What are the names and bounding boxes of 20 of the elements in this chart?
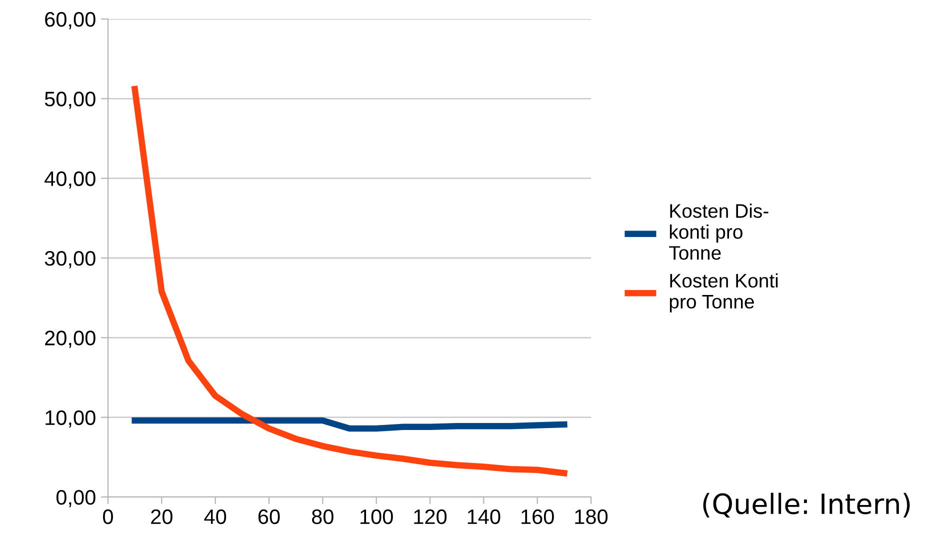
- y-tick-label: 60,00: [45, 12, 96, 30]
- x-tick-label: 0: [103, 509, 113, 524]
- x-tick-label: 60: [258, 509, 280, 524]
- x-tick-label: 20: [151, 509, 172, 524]
- y-tick-label: 50,00: [44, 92, 96, 109]
- y-tick-label: 10,00: [46, 410, 96, 428]
- legend-label: Kosten Konti pro Tonne: [670, 273, 778, 312]
- y-tick-label: 40,00: [44, 171, 96, 189]
- legend-label: Kosten Dis- konti pro Tonne: [669, 204, 768, 260]
- x-tick-label: 80: [312, 509, 334, 524]
- x-tick-label: 100: [360, 509, 393, 524]
- x-tick-label: 140: [468, 509, 500, 524]
- x-tick-label: 40: [204, 509, 226, 524]
- y-tick-label: 20,00: [45, 330, 96, 348]
- y-tick-label: 30,00: [44, 251, 96, 268]
- x-tick-label: 120: [414, 509, 447, 524]
- x-tick-label: 180: [575, 509, 608, 524]
- y-tick-label: 0,00: [56, 490, 96, 508]
- x-tick-label: 160: [522, 509, 554, 524]
- text: (Quelle: Intern): [703, 492, 910, 518]
